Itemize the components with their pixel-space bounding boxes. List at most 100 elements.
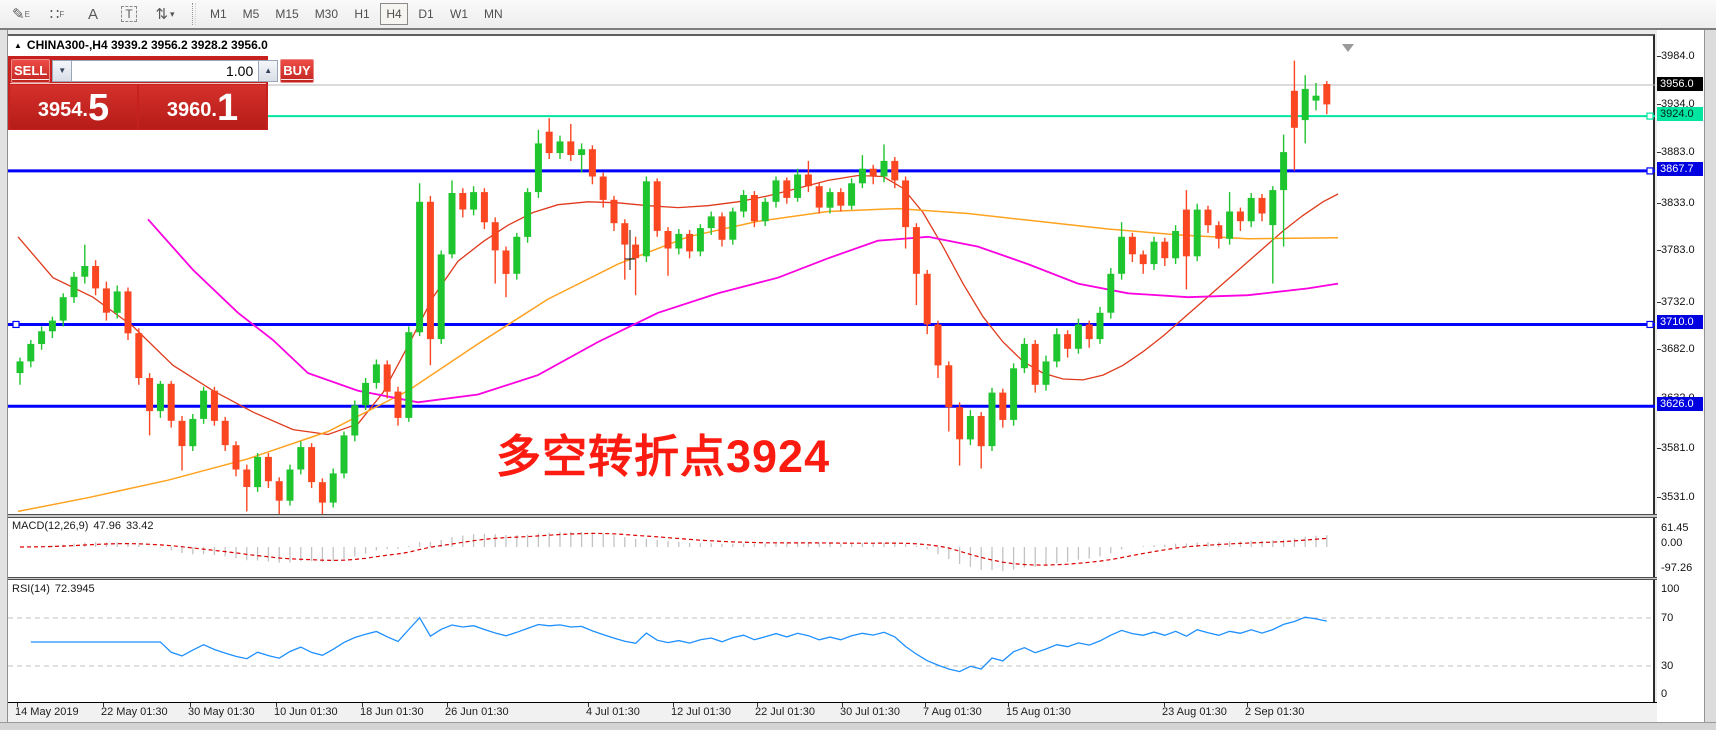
price-tick-label: 3783.0: [1661, 244, 1695, 256]
indicator-axis-label: 0.00: [1661, 537, 1683, 549]
indicator-axis-label: -97.26: [1661, 562, 1693, 574]
timeframe-m1[interactable]: M1: [210, 7, 227, 21]
price-tick-mark: [1657, 497, 1661, 498]
macd-chart: [19, 531, 1328, 571]
indicator-axis-label: 70: [1661, 612, 1674, 624]
rsi-name: RSI(14): [12, 583, 50, 595]
buy-price-quote[interactable]: 3960. 1: [139, 85, 266, 129]
price-tick-mark: [1657, 152, 1661, 153]
price-tick-label: 3682.0: [1661, 343, 1695, 355]
rsi-value: 72.3945: [54, 583, 95, 595]
timeframe-h1[interactable]: H1: [354, 7, 370, 21]
time-tick-mark: [757, 703, 758, 707]
elliott-wave-icon[interactable]: ✎ E: [12, 6, 30, 23]
time-tick-mark: [1247, 703, 1248, 707]
indicator-axis-label: 0: [1661, 688, 1668, 700]
price-tick-mark: [1657, 349, 1661, 350]
price-tick-label: 3984.0: [1661, 50, 1695, 62]
time-axis[interactable]: 14 May 2019 22 May 01:30 30 May 01:30 10 Ju…: [8, 703, 1704, 722]
time-tick-label: 22 Jul 01:30: [755, 706, 815, 718]
symbol-ohlc-text: CHINA300-,H4 3939.2 3956.2 3928.2 3956.0: [26, 38, 268, 52]
text-icon[interactable]: A: [87, 5, 98, 23]
arrows-tool-icon[interactable]: ⇅ ▾: [155, 6, 175, 23]
indicator-axis-label: 61.45: [1661, 522, 1689, 534]
timeframe-bar: M1 M5 M15 M30 H1 H4 D1 W1 MN: [204, 3, 513, 25]
timeframe-m5[interactable]: M5: [242, 7, 260, 21]
pane-separator[interactable]: [8, 577, 1657, 580]
sell-button[interactable]: SELL: [11, 59, 51, 83]
time-tick-label: 15 Aug 01:30: [1006, 706, 1071, 718]
timeframe-d1[interactable]: D1: [418, 7, 434, 21]
time-tick-mark: [1164, 703, 1165, 707]
timeframe-mn[interactable]: MN: [484, 7, 503, 21]
drawing-tools: ✎ E ∷ F A T ⇅ ▾: [0, 2, 180, 26]
time-tick-mark: [276, 703, 277, 707]
time-tick-label: 30 Jul 01:30: [840, 706, 900, 718]
time-tick-mark: [447, 703, 448, 707]
price-axis[interactable]: 3984.0 3934.0 3883.0 3833.0 3783.0 3732.0 3682…: [1657, 30, 1704, 722]
macd-signal-value: 33.42: [125, 520, 154, 532]
rsi-chart: [8, 616, 1655, 673]
time-axis-border: [8, 702, 1657, 703]
volume-increase-button[interactable]: ▲: [258, 59, 279, 82]
volume-decrease-button[interactable]: ▼: [52, 59, 73, 82]
time-tick-label: 26 Jun 01:30: [445, 706, 509, 718]
time-tick-label: 23 Aug 01:30: [1162, 706, 1227, 718]
time-tick-label: 2 Sep 01:30: [1245, 706, 1305, 718]
annotation-text[interactable]: 多空转折点3924: [496, 431, 831, 482]
one-click-trade-panel: SELL ▼ ▲ BUY 3954.5 3960.1: [8, 56, 314, 130]
toolbar: ✎ E ∷ F A T ⇅ ▾ M1 M5 M15 M30 H1 H4 D1 W1 MN: [0, 0, 1716, 30]
sell-price-quote[interactable]: 3954. 5: [10, 85, 137, 129]
price-tick-label: 3883.0: [1661, 146, 1695, 158]
price-tick-mark: [1657, 448, 1661, 449]
volume-stepper: ▼ ▲: [52, 59, 279, 82]
price-level-badge: 3867.7: [1657, 162, 1703, 176]
time-tick-label: 14 May 2019: [15, 706, 79, 718]
time-tick-label: 10 Jun 01:30: [274, 706, 338, 718]
time-tick-mark: [925, 703, 926, 707]
time-tick-mark: [190, 703, 191, 707]
rsi-label: RSI(14) 72.3945: [12, 583, 100, 595]
time-tick-label: 30 May 01:30: [188, 706, 255, 718]
pane-separator[interactable]: [8, 514, 1657, 518]
timeframe-m15[interactable]: M15: [275, 7, 299, 21]
one-click-panel-header[interactable]: ▲ CHINA300-,H4 3939.2 3956.2 3928.2 3956…: [14, 38, 268, 52]
macd-main-value: 47.96: [93, 520, 121, 532]
macd-name: MACD(12,26,9): [12, 520, 89, 532]
price-tick-label: 3531.0: [1661, 491, 1695, 503]
timeframe-w1[interactable]: W1: [450, 7, 469, 21]
time-tick-mark: [588, 703, 589, 707]
price-tick-label: 3833.0: [1661, 197, 1695, 209]
time-tick-mark: [673, 703, 674, 707]
time-tick-label: 22 May 01:30: [101, 706, 168, 718]
toolbar-separator: [192, 3, 196, 25]
collapse-arrow-icon[interactable]: ▲: [14, 40, 22, 50]
candlestick-chart[interactable]: [8, 36, 1655, 514]
fibonacci-icon[interactable]: ∷ F: [49, 6, 65, 23]
time-tick-mark: [17, 703, 18, 707]
text-label-icon[interactable]: T: [114, 2, 144, 26]
indicator-axis-label: 100: [1661, 583, 1680, 595]
time-tick-mark: [842, 703, 843, 707]
buy-button[interactable]: BUY: [280, 59, 314, 83]
time-tick-label: 18 Jun 01:30: [360, 706, 424, 718]
timeframe-m30[interactable]: M30: [314, 7, 339, 21]
volume-input[interactable]: [72, 59, 259, 82]
macd-pane[interactable]: [8, 518, 1655, 577]
window-right-border[interactable]: [1704, 30, 1716, 730]
price-level-badge: 3710.0: [1657, 315, 1703, 329]
price-tick-label: 3732.0: [1661, 296, 1695, 308]
time-tick-label: 7 Aug 01:30: [923, 706, 982, 718]
time-tick-label: 12 Jul 01:30: [671, 706, 731, 718]
time-tick-mark: [103, 703, 104, 707]
price-chart-pane[interactable]: [8, 34, 1655, 514]
price-tick-mark: [1657, 302, 1661, 303]
price-tick-mark: [1657, 203, 1661, 204]
rsi-pane[interactable]: [8, 580, 1655, 702]
price-tick-mark: [1657, 56, 1661, 57]
price-level-badge: 3924.0: [1657, 107, 1703, 121]
timeframe-h4[interactable]: H4: [380, 3, 409, 25]
price-tick-label: 3581.0: [1661, 442, 1695, 454]
time-tick-mark: [1008, 703, 1009, 707]
